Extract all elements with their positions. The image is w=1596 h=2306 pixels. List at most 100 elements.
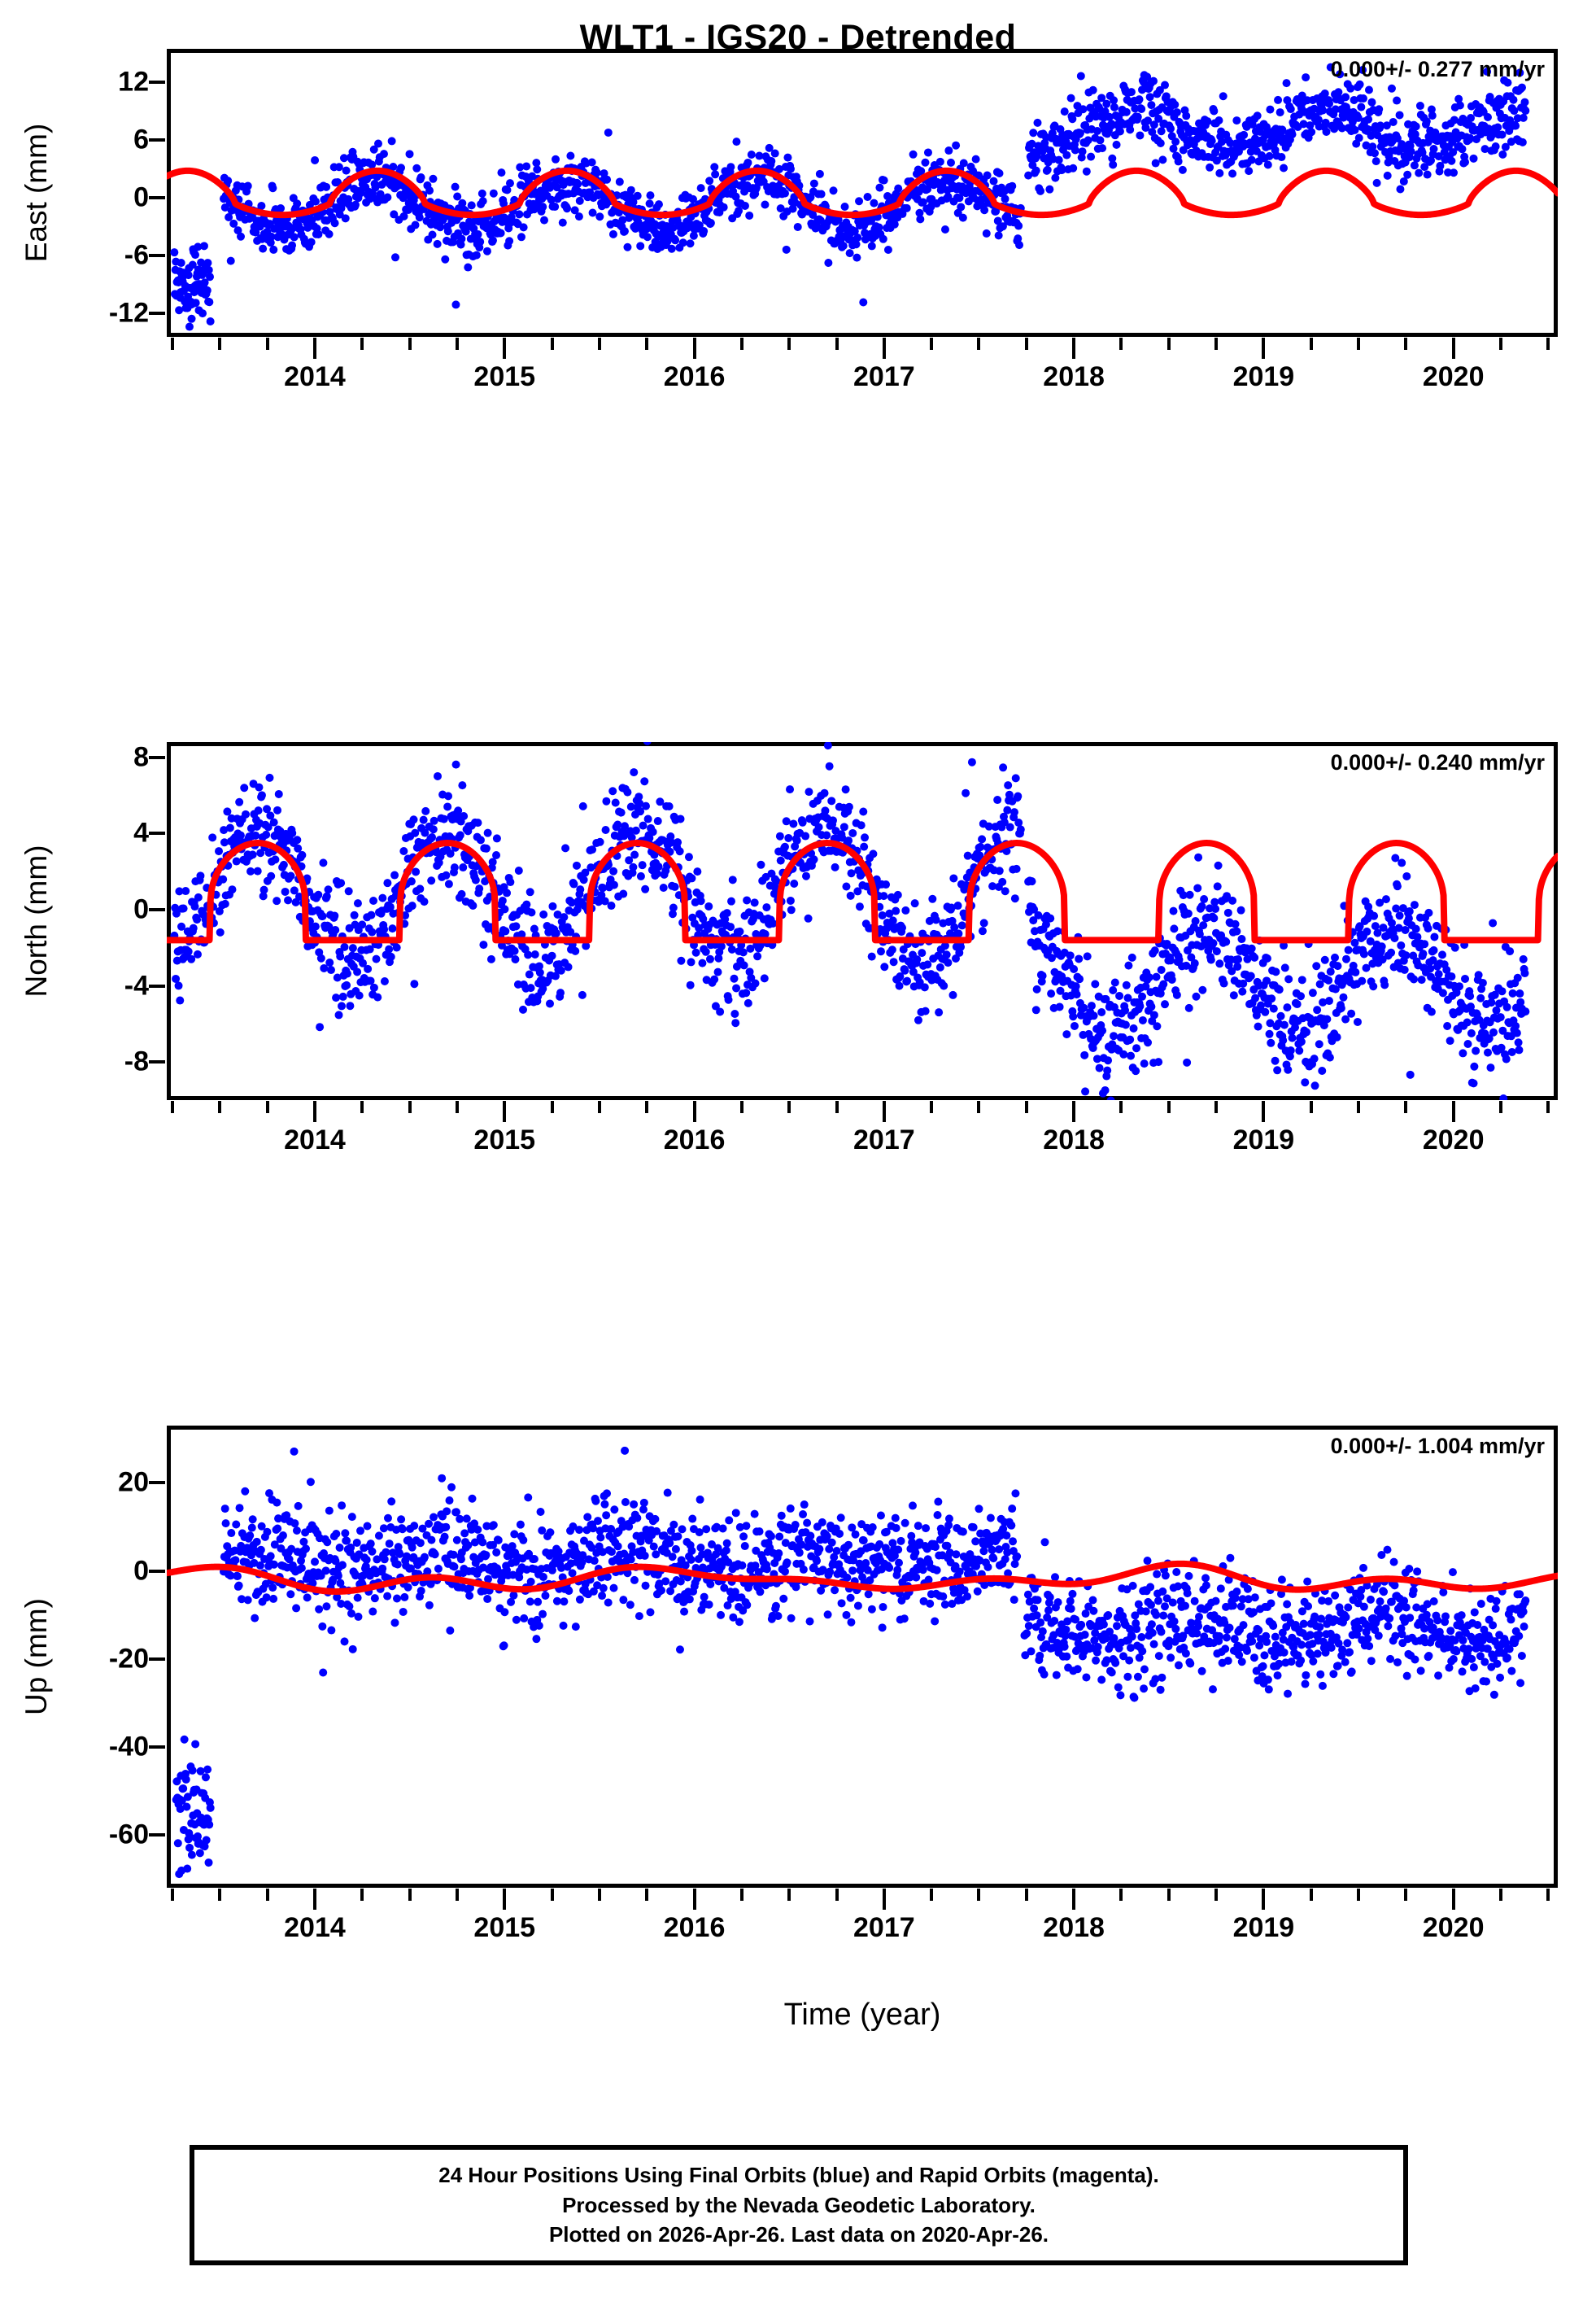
x-tick-mark-minor (1024, 1889, 1028, 1901)
x-tick-mark-minor (360, 1101, 364, 1113)
y-tick-label: 0 (133, 181, 149, 213)
x-tick-mark-minor (1166, 1889, 1171, 1901)
x-tick-mark-major (1451, 338, 1455, 359)
y-tick-label: 12 (118, 66, 149, 98)
x-tick-mark-minor (1024, 1101, 1028, 1113)
x-tick-mark-major (312, 1889, 316, 1910)
x-tick-mark-minor (550, 1889, 554, 1901)
y-tick-mark (149, 1745, 165, 1749)
x-tick-mark-minor (930, 1889, 934, 1901)
y-tick-label: -4 (124, 970, 149, 1002)
y-tick-mark (149, 311, 165, 315)
y-tick-label: -8 (124, 1046, 149, 1077)
x-tick-mark-major (1262, 338, 1266, 359)
x-tick-mark-minor (787, 1101, 791, 1113)
y-axis-label: Up (mm) (20, 1598, 53, 1715)
x-tick-mark-minor (550, 338, 554, 350)
y-tick-label: 4 (133, 817, 149, 849)
x-tick-mark-minor (1357, 338, 1361, 350)
x-tick-mark-minor (1214, 338, 1219, 350)
x-tick-mark-minor (265, 338, 269, 350)
x-tick-mark-major (1262, 1889, 1266, 1910)
x-tick-label: 2015 (473, 1912, 536, 1943)
x-tick-mark-major (312, 1101, 316, 1122)
x-tick-mark-minor (1214, 1889, 1219, 1901)
y-tick-mark (149, 907, 165, 911)
y-tick-mark (149, 1569, 165, 1573)
x-tick-mark-minor (977, 338, 981, 350)
x-tick-label: 2019 (1232, 1125, 1295, 1155)
footer-line-3: Plotted on 2026-Apr-26. Last data on 202… (548, 2222, 1049, 2247)
x-tick-mark-minor (1499, 338, 1502, 350)
y-tick-label: -12 (108, 297, 149, 328)
x-tick-mark-minor (645, 338, 649, 350)
x-tick-mark-minor (408, 1101, 412, 1113)
x-tick-mark-minor (1119, 1101, 1123, 1113)
x-tick-label: 2014 (284, 1125, 346, 1155)
x-tick-mark-minor (977, 1889, 981, 1901)
x-tick-label: 2020 (1422, 1125, 1485, 1155)
x-tick-mark-major (692, 1889, 696, 1910)
x-tick-label: 2020 (1422, 1912, 1485, 1943)
x-tick-mark-major (1072, 1889, 1076, 1910)
x-tick-mark-major (503, 338, 507, 359)
x-tick-label: 2016 (663, 1125, 726, 1155)
x-tick-label: 2014 (284, 361, 346, 392)
x-tick-mark-major (692, 1101, 696, 1122)
x-tick-label: 2016 (663, 361, 726, 392)
x-tick-mark-major (503, 1101, 507, 1122)
x-tick-mark-minor (645, 1101, 649, 1113)
x-tick-mark-minor (1404, 1101, 1408, 1113)
y-tick-mark (149, 984, 165, 988)
x-tick-mark-minor (1404, 1889, 1408, 1901)
x-tick-mark-minor (1119, 1889, 1123, 1901)
x-tick-label: 2019 (1232, 361, 1295, 392)
x-tick-mark-minor (787, 338, 791, 350)
x-tick-mark-minor (1309, 1101, 1313, 1113)
x-tick-label: 2016 (663, 1912, 726, 1943)
x-tick-mark-major (692, 338, 696, 359)
x-tick-mark-minor (739, 1101, 743, 1113)
x-tick-label: 2014 (284, 1912, 346, 1943)
x-tick-label: 2018 (1043, 361, 1105, 392)
y-tick-label: -20 (108, 1643, 149, 1675)
y-tick-mark (149, 755, 165, 759)
x-tick-label: 2018 (1043, 1125, 1105, 1155)
y-tick-mark (149, 253, 165, 257)
x-axis-label: Time (year) (783, 1998, 941, 2032)
y-tick-mark (149, 1481, 165, 1485)
x-tick-mark-major (882, 1889, 886, 1910)
x-tick-mark-minor (170, 1101, 174, 1113)
x-tick-mark-minor (1119, 338, 1123, 350)
x-tick-label: 2015 (473, 1125, 536, 1155)
x-tick-mark-minor (408, 338, 412, 350)
y-tick-label: 0 (133, 893, 149, 925)
x-tick-mark-minor (1404, 338, 1408, 350)
x-tick-label: 2017 (853, 1125, 915, 1155)
y-tick-mark (149, 81, 165, 85)
x-tick-mark-minor (977, 1101, 981, 1113)
x-tick-mark-major (882, 1101, 886, 1122)
x-tick-mark-minor (1546, 1889, 1550, 1901)
panel-up-rate-annotation: 0.000+/- 1.004 mm/yr (1330, 1434, 1545, 1458)
x-tick-mark-minor (550, 1101, 554, 1113)
x-tick-mark-minor (1499, 1101, 1502, 1113)
x-tick-label: 2017 (853, 361, 915, 392)
x-tick-mark-minor (1357, 1889, 1361, 1901)
x-tick-mark-major (1451, 1101, 1455, 1122)
panel-east-plot (167, 63, 1558, 331)
x-tick-label: 2019 (1232, 1912, 1295, 1943)
x-tick-label: 2017 (853, 1912, 915, 1943)
x-tick-mark-minor (1166, 338, 1171, 350)
x-tick-mark-minor (1546, 338, 1550, 350)
x-tick-mark-minor (265, 1101, 269, 1113)
x-tick-label: 2015 (473, 361, 536, 392)
y-tick-label: 20 (118, 1466, 149, 1498)
footer-line-2: Processed by the Nevada Geodetic Laborat… (562, 2192, 1036, 2217)
x-tick-mark-major (312, 338, 316, 359)
x-tick-mark-major (882, 338, 886, 359)
x-tick-mark-major (503, 1889, 507, 1910)
x-tick-mark-minor (360, 338, 364, 350)
x-tick-mark-minor (218, 1889, 222, 1901)
